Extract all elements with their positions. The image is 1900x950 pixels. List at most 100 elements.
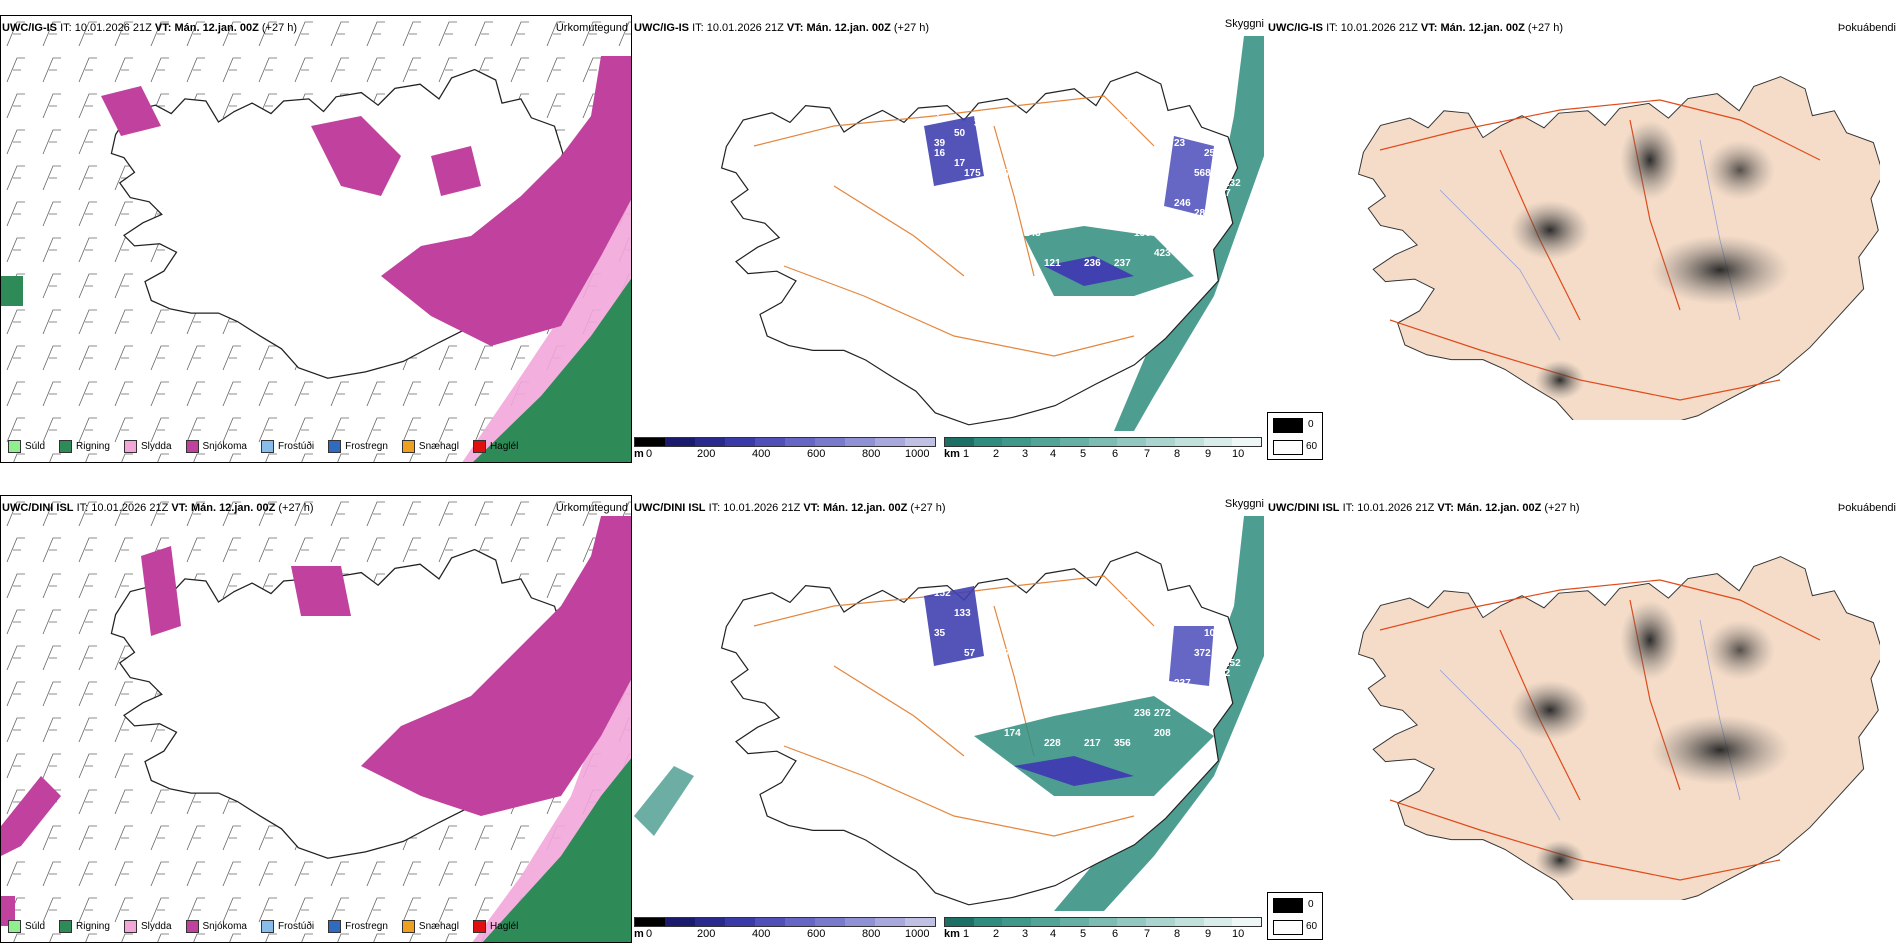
precip-map-1-svg bbox=[1, 16, 631, 462]
header-2: UWC/DINI ISL IT: 10.01.2026 21Z VT: Mán.… bbox=[2, 502, 314, 514]
height-label: 107 bbox=[1034, 678, 1051, 689]
height-label: 132 bbox=[1224, 178, 1241, 189]
height-label: 236 bbox=[1134, 708, 1151, 719]
height-scale-2 bbox=[634, 917, 936, 927]
height-unit-1: m bbox=[634, 448, 644, 460]
height-label: 47 bbox=[1054, 648, 1066, 659]
height-label: 81 bbox=[924, 668, 936, 679]
precip-legend-1: Súld Rigning Slydda Snjókoma Frostúði Fr… bbox=[8, 440, 518, 453]
swatch-snaehagl-2 bbox=[401, 920, 415, 933]
height-label: 175 bbox=[964, 168, 981, 179]
height-label: 152 bbox=[1204, 708, 1221, 719]
height-label: 35 bbox=[974, 118, 986, 129]
vt-label-1: VT: bbox=[154, 22, 172, 34]
height-label: 94 bbox=[834, 248, 846, 259]
height-label: 107 bbox=[1204, 628, 1221, 639]
height-label: 568 bbox=[1194, 168, 1211, 179]
precip-title-1: Úrkomutegund bbox=[555, 22, 628, 34]
height-label: 442 bbox=[1114, 118, 1131, 129]
height-label: 217 bbox=[1084, 738, 1101, 749]
precip-map-2[interactable] bbox=[0, 495, 632, 943]
precip-title-2: Úrkomutegund bbox=[555, 502, 628, 514]
swatch-snjokoma bbox=[185, 440, 199, 453]
legend-haglel: Haglél bbox=[472, 440, 518, 453]
legend-sudd: Súld bbox=[8, 440, 45, 453]
visibility-scale-1 bbox=[944, 437, 1262, 447]
fog-map-1[interactable] bbox=[1300, 40, 1880, 420]
header-1b: UWC/IG-IS IT: 10.01.2026 21Z VT: Mán. 12… bbox=[634, 22, 930, 34]
height-label: 19 bbox=[1074, 668, 1086, 679]
it-label-1: IT: bbox=[60, 22, 72, 34]
height-label: 174 bbox=[1004, 728, 1021, 739]
visibility-scale-2 bbox=[944, 917, 1262, 927]
height-label: 50 bbox=[954, 128, 966, 139]
height-label: 237 bbox=[1114, 258, 1131, 269]
height-label: 62 bbox=[924, 188, 936, 199]
height-label: 205 bbox=[1074, 188, 1091, 199]
height-label: 246 bbox=[1174, 198, 1191, 209]
height-label: 39 bbox=[934, 138, 946, 149]
height-scale-1 bbox=[634, 437, 936, 447]
swatch-frostregn-2 bbox=[328, 920, 342, 933]
height-label: 208 bbox=[1154, 728, 1171, 739]
height-label: 126 bbox=[1114, 598, 1131, 609]
height-label: 89 bbox=[1054, 678, 1066, 689]
precip-legend-2: Súld Rigning Slydda Snjókoma Frostúði Fr… bbox=[8, 920, 518, 933]
it-value-1: 10.01.2026 21Z bbox=[74, 22, 152, 34]
swatch-haglel bbox=[472, 440, 486, 453]
swatch-frostudi-2 bbox=[260, 920, 274, 933]
height-label: 16 bbox=[934, 148, 946, 159]
legend-slydda: Slydda bbox=[123, 440, 172, 453]
height-label: 4 bbox=[934, 108, 940, 119]
header-2c: UWC/DINI ISL IT: 10.01.2026 21Z VT: Mán.… bbox=[1268, 502, 1580, 514]
cloud-title-1: Skyggni bbox=[1224, 18, 1264, 30]
height-label: 372 bbox=[1194, 648, 1211, 659]
swatch-sudd bbox=[8, 440, 21, 453]
legend-snaehagl: Snæhagl bbox=[401, 440, 459, 453]
height-label: 21 bbox=[1054, 198, 1066, 209]
height-label: 383 bbox=[1014, 128, 1031, 139]
height-label: 126 bbox=[1034, 198, 1051, 209]
height-label: 252 bbox=[1224, 658, 1241, 669]
fog-legend-2: 0 60 bbox=[1267, 892, 1323, 940]
height-label: 156 bbox=[1134, 228, 1151, 239]
height-label: 272 bbox=[1154, 708, 1171, 719]
height-label: 114 bbox=[1054, 168, 1071, 179]
legend-rigning: Rigning bbox=[59, 440, 110, 453]
height-label: 357 bbox=[994, 168, 1011, 179]
height-label: 250 bbox=[1204, 148, 1221, 159]
swatch-haglel-2 bbox=[472, 920, 486, 933]
fog-box-low-1 bbox=[1273, 440, 1303, 455]
swatch-slydda-2 bbox=[123, 920, 137, 933]
swatch-rigning bbox=[59, 440, 73, 453]
height-label: 87 bbox=[1004, 248, 1016, 259]
swatch-slydda bbox=[123, 440, 137, 453]
height-label: 423 bbox=[1154, 248, 1171, 259]
vt-value-1: Mán. 12.jan. 00Z bbox=[174, 22, 259, 34]
fog-title-1: Þokuábendi bbox=[1837, 22, 1896, 34]
model-name-2: UWC/DINI ISL bbox=[2, 502, 74, 514]
height-label: 326 bbox=[1194, 688, 1211, 699]
precip-map-1[interactable] bbox=[0, 15, 632, 463]
height-label: 133 bbox=[954, 608, 971, 619]
height-label: 57 bbox=[964, 648, 976, 659]
swatch-sudd-2 bbox=[8, 920, 21, 933]
fog-map-2[interactable] bbox=[1300, 520, 1880, 900]
cloud-title-2: Skyggni bbox=[1224, 498, 1264, 510]
height-label: 117 bbox=[994, 648, 1011, 659]
legend-frostregn: Frostregn bbox=[328, 440, 388, 453]
header-2b: UWC/DINI ISL IT: 10.01.2026 21Z VT: Mán.… bbox=[634, 502, 946, 514]
fog-title-2: Þokuábendi bbox=[1837, 502, 1896, 514]
model-name-1: UWC/IG-IS bbox=[2, 22, 57, 34]
visibility-unit-1: km bbox=[944, 448, 960, 460]
height-label: 237 bbox=[1174, 678, 1191, 689]
lead-1: (+27 h) bbox=[261, 22, 298, 34]
header-1c: UWC/IG-IS IT: 10.01.2026 21Z VT: Mán. 12… bbox=[1268, 22, 1564, 34]
legend-snjokoma: Snjókoma bbox=[185, 440, 247, 453]
height-label: 76 bbox=[1014, 608, 1026, 619]
height-label: 23 bbox=[1174, 138, 1186, 149]
